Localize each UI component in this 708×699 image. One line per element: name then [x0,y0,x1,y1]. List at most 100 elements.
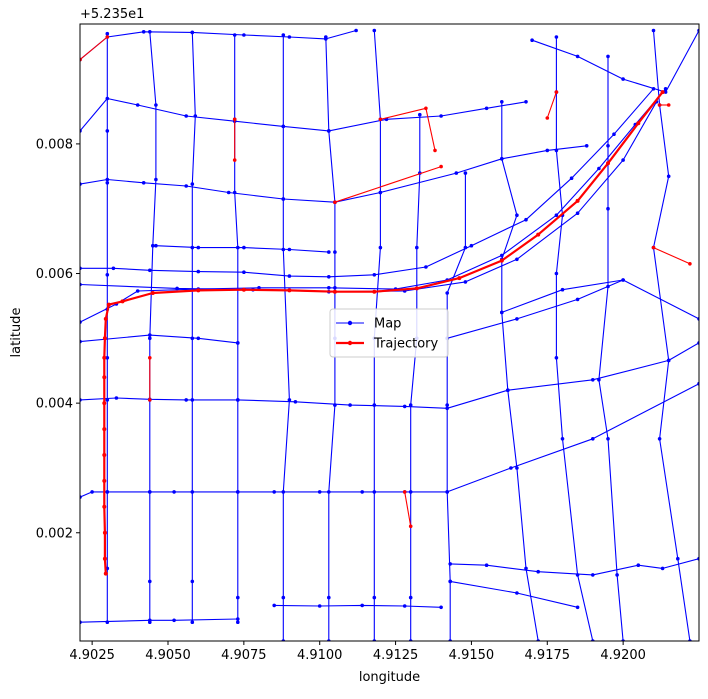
map-node-27-2 [621,77,625,81]
map-edge-22 [446,173,466,641]
map-node-14-9 [105,620,110,624]
map-node-29-2 [575,297,580,302]
map-edge-12 [80,29,357,61]
map-node-8-1 [484,563,489,567]
map-node-1-10 [524,217,528,222]
map-node-8-1 [408,524,413,529]
map-node-24-0 [554,35,559,39]
map-node-17-8 [236,620,240,624]
map-node-18-2 [281,197,286,201]
map-node-25-6 [615,573,619,577]
map-node-6-1 [688,262,692,266]
map-edge-6 [80,618,238,623]
map-node-4-1 [114,396,119,400]
map-node-22-2 [445,291,450,295]
map-node-27-1 [575,54,580,59]
map-node-9-2 [575,605,580,610]
map-node-0-7 [575,211,580,215]
map-node-20-5 [372,403,377,407]
map-node-3-2 [196,336,201,341]
y-axis-ticks: 0.002 0.004 0.006 0.008 [36,137,80,541]
map-node-2-4 [257,286,261,290]
trajectory-line-0 [103,91,664,574]
map-node-1-11 [569,176,574,180]
map-edge-27 [531,30,699,93]
map-node-17-3 [236,245,240,250]
map-node-23-0 [500,100,504,104]
map-node-21-2 [415,245,419,250]
map-node-15-7 [148,579,152,584]
map-node-12-5 [287,35,292,39]
map-node-10-3 [184,184,188,188]
trajectory-point-0-7 [102,401,107,406]
map-edge-2 [334,166,442,203]
map-edge-26 [652,30,691,641]
map-node-2-0 [333,200,337,204]
map-node-21-5 [408,490,413,494]
map-node-11-8 [439,114,443,118]
map-node-5-4 [172,490,176,494]
axes-frame [79,23,700,642]
map-node-20-2 [378,190,383,195]
map-node-1-1 [111,266,116,271]
map-edge-23 [501,101,539,641]
map-node-12-4 [242,33,246,37]
map-node-26-2 [666,174,671,179]
map-node-19-0 [324,35,328,39]
map-node-16-3 [190,245,195,250]
map-node-17-5 [236,398,240,402]
map-node-16-4 [190,336,195,341]
map-edge-24 [555,37,594,641]
map-node-10-2 [141,181,146,185]
map-node-6-0 [651,245,656,250]
map-node-22-5 [445,490,450,494]
map-node-10-10 [545,148,550,153]
map-node-7-2 [360,603,365,608]
map-node-18-1 [281,124,286,129]
map-node-7-0 [272,603,277,608]
map-node-5-0 [657,103,662,107]
map-node-7-1 [317,604,322,608]
trajectory-point-0-16 [241,287,246,292]
trajectory-point-0-2 [102,530,107,535]
map-node-17-6 [236,490,240,494]
map-node-7-3 [402,604,407,608]
map-node-0-8 [621,158,625,162]
map-node-18-3 [281,247,286,252]
legend-label: Map [374,317,401,332]
map-node-4-10 [591,378,595,382]
trajectory-point-0-23 [536,232,541,237]
map-edge-3 [380,107,436,151]
trajectory-point-0-13 [120,299,125,304]
x-tick-label: 4.9150 [449,648,495,663]
map-node-22-1 [463,245,468,250]
map-node-22-6 [448,579,453,584]
map-node-24-7 [575,573,580,577]
map-edge-18 [282,35,290,641]
map-node-2-5 [327,286,331,290]
map-node-3-1 [424,106,428,111]
map-node-1-0 [232,117,237,122]
map-node-15-2 [154,177,158,182]
map-edge-16 [191,32,196,623]
map-node-16-2 [190,182,195,186]
trajectory-point-0-11 [103,316,108,321]
map-node-26-5 [657,437,662,441]
trajectory-point-0-10 [102,336,107,341]
map-node-26-4 [666,358,671,363]
map-node-1-1 [232,158,237,162]
map-node-17-4 [236,341,240,345]
legend-entry-trajectory: Trajectory [336,337,438,352]
x-tick-label: 4.9075 [221,648,267,663]
map-node-1-9 [469,243,474,248]
map-node-25-2 [606,206,610,211]
map-node-11-9 [484,106,489,111]
map-node-17-0 [232,33,237,37]
map-node-15-8 [148,620,152,624]
map-node-25-0 [606,54,610,59]
map-edge-1 [80,88,654,278]
y-tick-label: 0.002 [36,526,73,541]
trajectory-point-0-21 [457,276,462,281]
trajectory-point-0-15 [196,288,201,293]
